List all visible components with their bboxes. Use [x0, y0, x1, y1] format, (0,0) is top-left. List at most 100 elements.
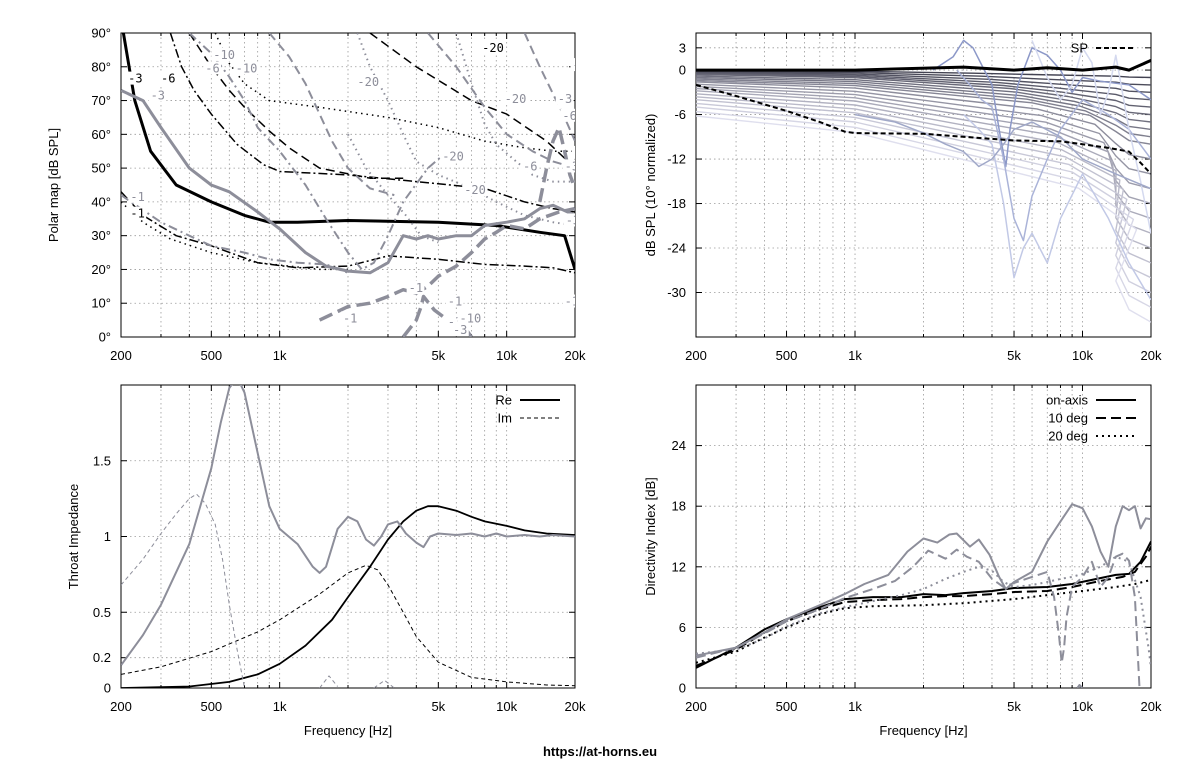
plot-area: -3 -6-1-20-3-10-6 -10-20-20 -3-20-6-1-20-6-…	[121, 33, 595, 337]
y-axis-label: dB SPL (10° normalized)	[643, 114, 658, 257]
contour-label: -6	[523, 159, 537, 173]
contour-label-bg	[203, 61, 222, 75]
contour-label-bg	[440, 149, 466, 163]
x-tick-label: 1k	[848, 699, 862, 714]
off-axis-curve	[696, 79, 1151, 145]
y-axis-label: Throat Impedance	[66, 484, 81, 590]
contour-label-bg	[450, 323, 469, 337]
sp-curve	[696, 83, 1151, 175]
contour-line	[538, 125, 575, 203]
contour-line	[427, 33, 575, 170]
y-tick-label: -12	[667, 152, 686, 167]
x-tick-label: 1k	[273, 348, 287, 363]
contour-line	[455, 33, 575, 183]
y-tick-label: -24	[667, 241, 686, 256]
contour-label-bg	[555, 91, 574, 105]
off-axis-curve	[696, 83, 1151, 175]
contour-label: -10	[213, 48, 235, 62]
x-tick-label: 20k	[565, 348, 586, 363]
y-axis-label: Directivity Index [dB]	[643, 477, 658, 596]
contour-label: -3	[565, 159, 579, 173]
contour-label-bg	[211, 47, 237, 61]
off-axis-curve	[696, 73, 1151, 108]
y-tick-label: 80°	[91, 59, 111, 74]
contour-line	[188, 33, 404, 179]
contour-line	[356, 33, 575, 227]
x-tick-label: 200	[685, 699, 707, 714]
off-axis-curve	[696, 72, 1151, 101]
re-line	[121, 505, 575, 688]
x-tick-label: 5k	[1007, 348, 1021, 363]
off-axis-curve	[696, 81, 1151, 160]
x-tick-label: 200	[110, 699, 132, 714]
off-axis-curve	[696, 78, 1151, 138]
y-tick-label: 20°	[91, 262, 111, 277]
contour-label-bg	[233, 61, 259, 75]
contour-label-bg	[502, 91, 528, 105]
contour-label-bg	[480, 41, 506, 55]
x-tick-label: 5k	[431, 348, 445, 363]
axis-ticks: 200 500 1k 5k 10k 20k 0 6 12 18 24	[672, 385, 1162, 714]
comparison-curve	[932, 39, 1151, 168]
contour-label: -1	[130, 190, 144, 204]
legend: SP	[1071, 41, 1136, 56]
y-tick-label: -30	[667, 285, 686, 300]
x-tick-label: 1k	[848, 348, 862, 363]
contour-label-bg	[457, 311, 483, 325]
x-tick-label: 20k	[1141, 348, 1162, 363]
off-axis-curve	[696, 93, 1151, 234]
y-tick-label: 70°	[91, 93, 111, 108]
contour-label: -20	[573, 58, 595, 72]
y-tick-label: -18	[667, 196, 686, 211]
x-tick-label: 5k	[1007, 699, 1021, 714]
on-axis-curve	[696, 59, 1151, 72]
contour-label-bg	[355, 74, 381, 88]
contour-label-bg	[148, 88, 167, 102]
comparison-curve	[1031, 40, 1151, 234]
contour-label: -1	[565, 295, 579, 309]
y-tick-label: 1.5	[93, 453, 111, 468]
y-tick-label: 0	[679, 681, 686, 696]
y-tick-label: 24	[672, 438, 686, 453]
grid	[121, 33, 575, 337]
x-tick-label: 500	[200, 348, 222, 363]
contour-line	[401, 294, 473, 337]
contour-line	[268, 33, 395, 197]
contour-label: -3	[566, 213, 580, 227]
contour-label: -20	[442, 149, 464, 163]
axis-ticks: 200 500 1k 5k 10k 20k 0° 10° 20° 30° 40° 50° 60° 70° 8…	[91, 26, 586, 364]
legend-label: SP	[1071, 41, 1088, 56]
contour-label-bg	[560, 108, 575, 122]
comparison-curve	[963, 114, 1151, 301]
x-tick-label: 500	[776, 348, 798, 363]
y-tick-label: -6	[674, 107, 686, 122]
contour-label: -3	[558, 92, 572, 106]
contour-label-bg	[128, 189, 147, 203]
im-compare-hf2-line	[373, 679, 395, 688]
y-tick-label: 10°	[91, 296, 111, 311]
x-tick-label: 500	[776, 699, 798, 714]
x-tick-label: 20k	[1141, 699, 1162, 714]
y-tick-label: 0°	[99, 330, 111, 345]
x-tick-label: 10k	[496, 348, 517, 363]
im-line	[121, 564, 575, 687]
legend-label: Re	[495, 393, 512, 408]
contour-line	[121, 201, 348, 271]
contour-line	[121, 194, 349, 274]
legend-label: 20 deg	[1048, 429, 1088, 444]
y-tick-label: 0	[679, 63, 686, 78]
y-tick-label: 90°	[91, 26, 111, 41]
off-axis-curve	[696, 99, 1151, 264]
legend: on-axis 10 deg 20 deg	[1046, 393, 1136, 444]
y-tick-label: 12	[672, 559, 686, 574]
y-tick-label: 60°	[91, 127, 111, 142]
comparison-curve	[956, 69, 1151, 242]
normalized-spl-panel: 200 500 1k 5k 10k 20k 3 0 -6 -12 -18 -24 -30 dB SPL (…	[643, 32, 1162, 363]
contour-line	[169, 33, 575, 213]
y-tick-label: 0	[104, 681, 111, 696]
contour-label-bg	[562, 159, 575, 173]
contour-label: -20	[482, 41, 504, 55]
contour-label-bg	[462, 183, 488, 197]
contour-label: -20	[464, 183, 486, 197]
off-axis-curve	[696, 75, 1151, 123]
